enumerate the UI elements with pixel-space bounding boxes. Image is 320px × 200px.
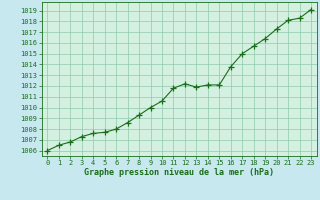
- X-axis label: Graphe pression niveau de la mer (hPa): Graphe pression niveau de la mer (hPa): [84, 168, 274, 177]
